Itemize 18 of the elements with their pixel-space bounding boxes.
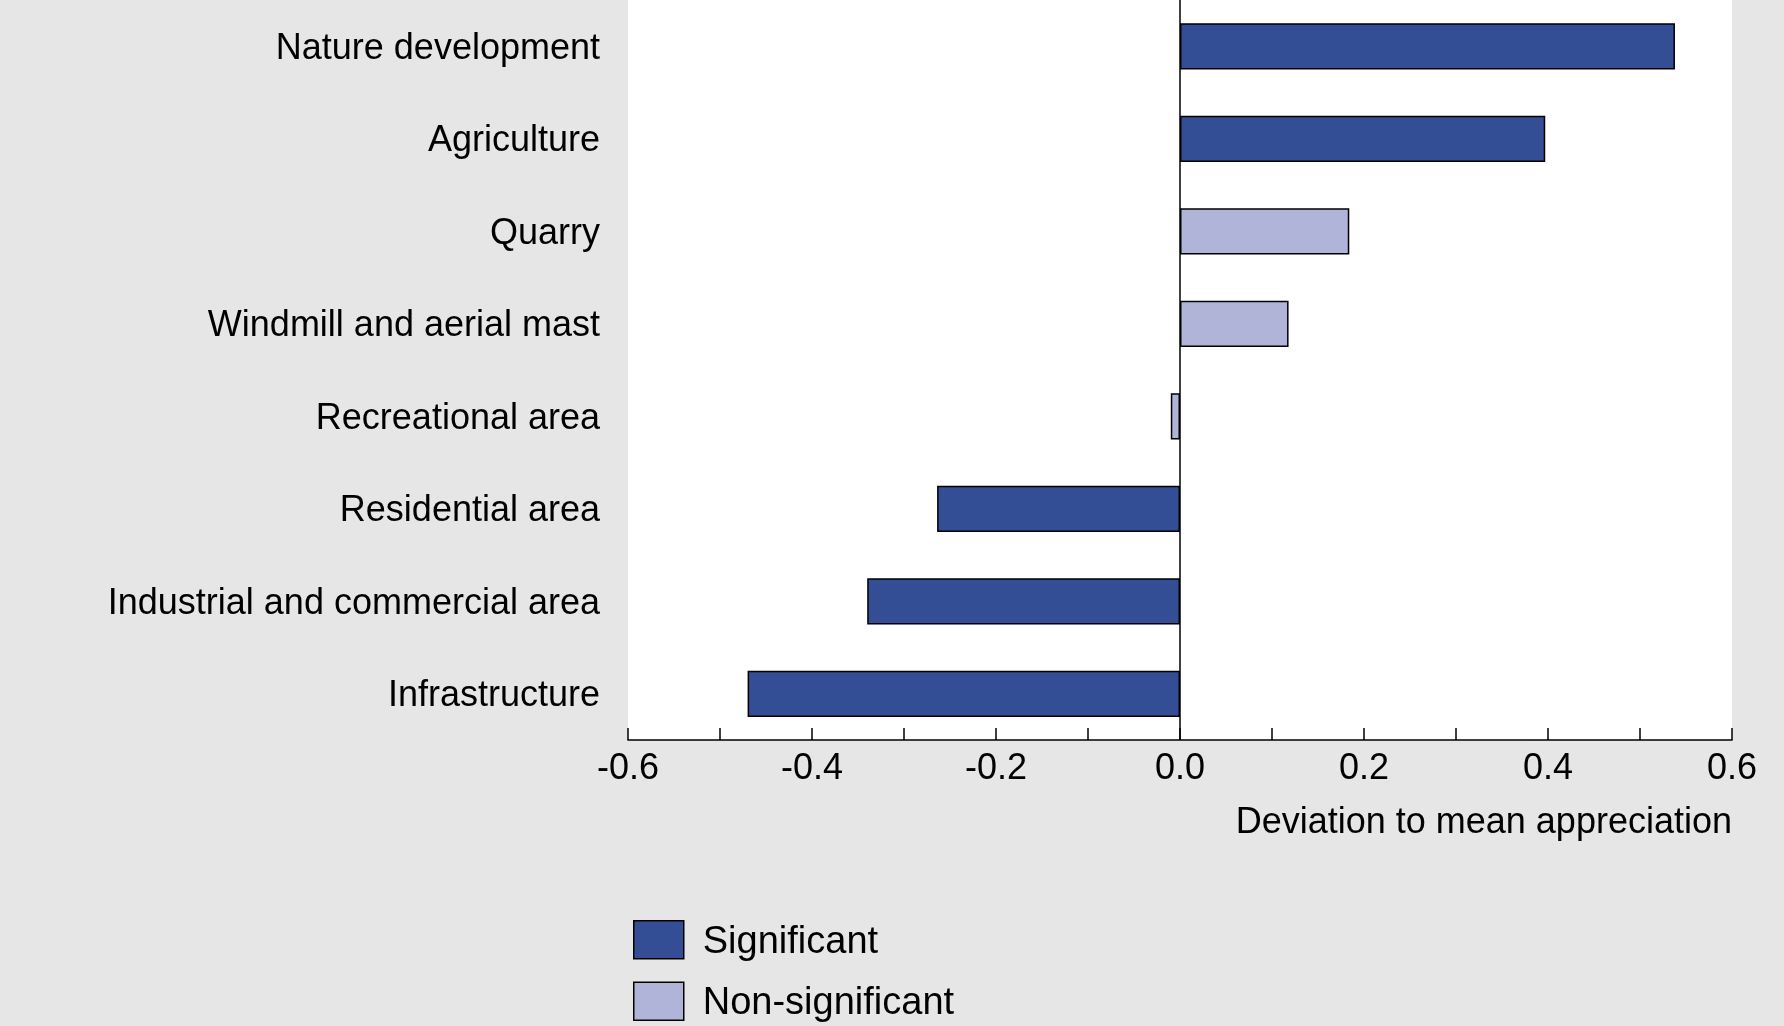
y-tick-label: Infrastructure xyxy=(387,673,600,715)
y-tick-label: Agriculture xyxy=(427,118,600,160)
x-tick-label: -0.4 xyxy=(780,745,844,787)
y-tick-label: Nature development xyxy=(275,25,600,67)
x-tick-label: 0.2 xyxy=(1338,745,1390,787)
y-tick-label: Residential area xyxy=(339,488,601,530)
y-tick-label: Recreational area xyxy=(315,395,601,437)
x-tick-label: 0.4 xyxy=(1522,745,1574,787)
x-tick-label: 0.6 xyxy=(1706,745,1758,787)
x-tick-label: 0.0 xyxy=(1154,745,1206,787)
y-tick-label: Windmill and aerial mast xyxy=(207,303,600,345)
legend-label: Non-significant xyxy=(702,980,955,1023)
x-axis-title: Deviation to mean appreciation xyxy=(1235,799,1732,841)
x-tick-label: -0.2 xyxy=(964,745,1028,787)
x-tick-label: -0.6 xyxy=(596,745,660,787)
y-tick-label: Quarry xyxy=(489,210,600,252)
y-tick-label: Industrial and commercial area xyxy=(107,580,601,622)
legend-label: Significant xyxy=(702,918,879,961)
